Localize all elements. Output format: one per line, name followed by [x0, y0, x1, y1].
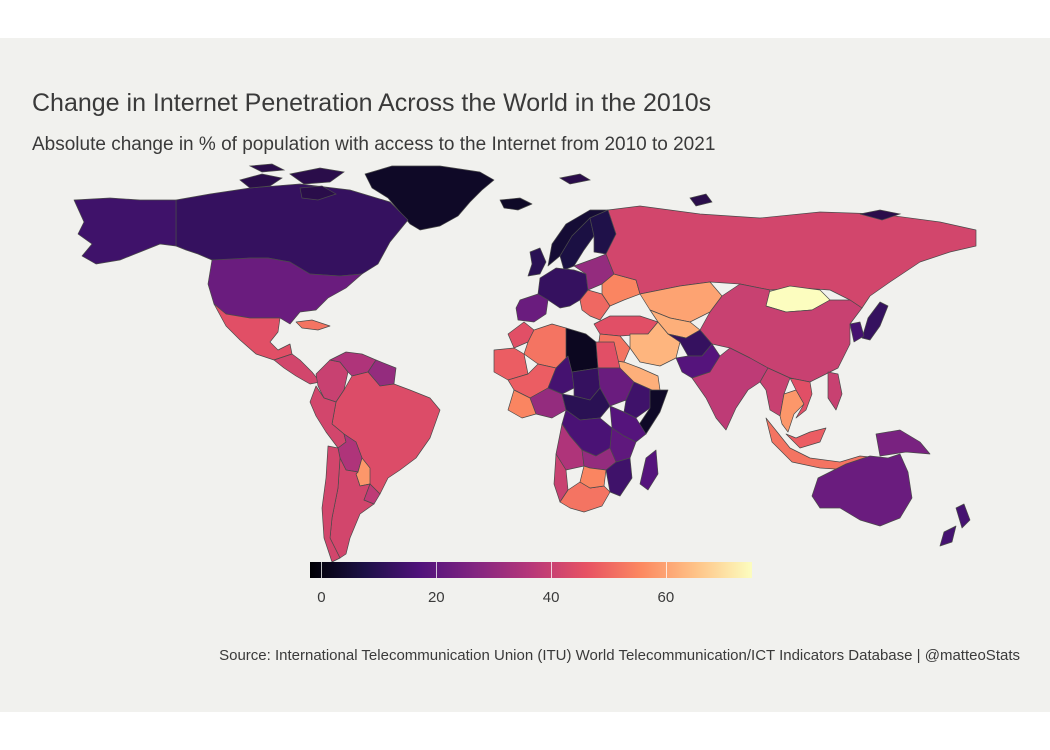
country-libya — [565, 327, 599, 373]
country-cuba — [295, 319, 331, 331]
legend-tick-label: 40 — [542, 589, 560, 606]
country-united-kingdom — [527, 247, 547, 277]
country-papua-new-guinea — [875, 429, 931, 457]
country-japan — [861, 301, 889, 341]
legend-tick — [551, 562, 553, 578]
legend-tick-label: 60 — [657, 589, 675, 606]
country-australia — [811, 453, 913, 527]
arctic-island — [239, 173, 283, 189]
country-balkans — [579, 289, 611, 321]
country-canada — [175, 183, 409, 277]
arctic-island — [689, 193, 713, 207]
country-botswana — [579, 465, 607, 489]
source-caption: Source: International Telecommunication … — [219, 647, 1020, 664]
country-philippines — [827, 371, 843, 411]
legend-tick — [665, 562, 667, 578]
country-korea — [849, 321, 865, 343]
country-malaysia — [785, 427, 827, 449]
country-iran — [629, 321, 681, 367]
country-new-zealand — [939, 503, 971, 547]
legend-tick-label: 0 — [317, 589, 326, 606]
arctic-island — [299, 185, 337, 201]
arctic-island — [859, 209, 902, 221]
color-legend-bar — [310, 562, 752, 578]
country-central-america — [273, 353, 321, 385]
arctic-island — [559, 173, 591, 185]
arctic-island — [289, 167, 345, 185]
country-uruguay — [363, 483, 381, 505]
world-map — [73, 163, 977, 563]
country-mexico — [213, 303, 293, 361]
legend-tick — [436, 562, 438, 578]
chart-title: Change in Internet Penetration Across th… — [32, 89, 712, 117]
arctic-island — [248, 163, 286, 173]
plot-panel: Change in Internet Penetration Across th… — [0, 38, 1050, 712]
legend-tick-label: 20 — [427, 589, 445, 606]
country-iberia — [515, 293, 549, 323]
chart-subtitle: Absolute change in % of population with … — [32, 134, 716, 155]
country-ghana — [507, 389, 537, 419]
country-chile — [321, 445, 341, 563]
legend-tick — [321, 562, 323, 578]
country-vietnam — [789, 377, 813, 419]
country-iceland — [499, 197, 533, 211]
country-madagascar — [639, 449, 659, 491]
country-greenland — [364, 165, 495, 231]
country-myanmar — [759, 367, 791, 417]
country-alaska — [73, 197, 177, 265]
